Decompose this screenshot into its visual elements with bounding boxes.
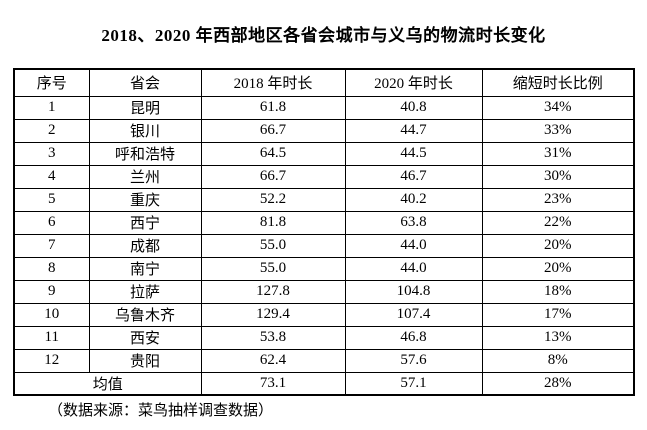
cell-index: 5 bbox=[13, 187, 90, 212]
cell-index: 12 bbox=[13, 348, 90, 373]
cell-capital: 拉萨 bbox=[88, 279, 202, 304]
table-row: 6 西宁 81.8 63.8 22% bbox=[13, 210, 635, 235]
cell-index: 9 bbox=[13, 279, 90, 304]
cell-capital: 重庆 bbox=[88, 187, 202, 212]
cell-2020-duration: 44.0 bbox=[344, 233, 483, 258]
cell-index: 8 bbox=[13, 256, 90, 281]
cell-capital: 银川 bbox=[88, 118, 202, 143]
cell-reduction-ratio: 31% bbox=[481, 141, 635, 166]
column-header-reduction-ratio: 缩短时长比例 bbox=[481, 68, 635, 97]
cell-reduction-ratio: 30% bbox=[481, 164, 635, 189]
cell-average-2020-duration: 57.1 bbox=[344, 371, 483, 396]
cell-average-label: 均值 bbox=[13, 371, 202, 396]
cell-2020-duration: 46.7 bbox=[344, 164, 483, 189]
table-row: 9 拉萨 127.8 104.8 18% bbox=[13, 279, 635, 304]
cell-2018-duration: 129.4 bbox=[200, 302, 346, 327]
table-row: 3 呼和浩特 64.5 44.5 31% bbox=[13, 141, 635, 166]
cell-reduction-ratio: 22% bbox=[481, 210, 635, 235]
table-row: 1 昆明 61.8 40.8 34% bbox=[13, 95, 635, 120]
cell-2020-duration: 57.6 bbox=[344, 348, 483, 373]
cell-capital: 西安 bbox=[88, 325, 202, 350]
cell-index: 4 bbox=[13, 164, 90, 189]
cell-2018-duration: 81.8 bbox=[200, 210, 346, 235]
cell-index: 11 bbox=[13, 325, 90, 350]
cell-2020-duration: 107.4 bbox=[344, 302, 483, 327]
cell-capital: 南宁 bbox=[88, 256, 202, 281]
cell-2018-duration: 62.4 bbox=[200, 348, 346, 373]
cell-index: 10 bbox=[13, 302, 90, 327]
cell-reduction-ratio: 33% bbox=[481, 118, 635, 143]
cell-2018-duration: 61.8 bbox=[200, 95, 346, 120]
table-row: 10 乌鲁木齐 129.4 107.4 17% bbox=[13, 302, 635, 327]
cell-reduction-ratio: 34% bbox=[481, 95, 635, 120]
cell-2020-duration: 46.8 bbox=[344, 325, 483, 350]
cell-reduction-ratio: 8% bbox=[481, 348, 635, 373]
table-row: 12 贵阳 62.4 57.6 8% bbox=[13, 348, 635, 373]
cell-2018-duration: 53.8 bbox=[200, 325, 346, 350]
table-row: 4 兰州 66.7 46.7 30% bbox=[13, 164, 635, 189]
cell-capital: 成都 bbox=[88, 233, 202, 258]
cell-reduction-ratio: 17% bbox=[481, 302, 635, 327]
cell-reduction-ratio: 23% bbox=[481, 187, 635, 212]
cell-capital: 兰州 bbox=[88, 164, 202, 189]
cell-capital: 呼和浩特 bbox=[88, 141, 202, 166]
cell-index: 1 bbox=[13, 95, 90, 120]
cell-2018-duration: 55.0 bbox=[200, 256, 346, 281]
cell-capital: 西宁 bbox=[88, 210, 202, 235]
logistics-duration-table: 序号 省会 2018 年时长 2020 年时长 缩短时长比例 1 昆明 61.8… bbox=[13, 68, 635, 396]
cell-2018-duration: 52.2 bbox=[200, 187, 346, 212]
table-row: 11 西安 53.8 46.8 13% bbox=[13, 325, 635, 350]
column-header-2018-duration: 2018 年时长 bbox=[200, 68, 346, 97]
cell-2018-duration: 66.7 bbox=[200, 164, 346, 189]
cell-index: 6 bbox=[13, 210, 90, 235]
table-row: 8 南宁 55.0 44.0 20% bbox=[13, 256, 635, 281]
cell-average-2018-duration: 73.1 bbox=[200, 371, 346, 396]
cell-2020-duration: 40.8 bbox=[344, 95, 483, 120]
cell-reduction-ratio: 20% bbox=[481, 256, 635, 281]
cell-reduction-ratio: 18% bbox=[481, 279, 635, 304]
cell-2018-duration: 127.8 bbox=[200, 279, 346, 304]
cell-2020-duration: 44.7 bbox=[344, 118, 483, 143]
cell-capital: 贵阳 bbox=[88, 348, 202, 373]
cell-2018-duration: 66.7 bbox=[200, 118, 346, 143]
cell-2018-duration: 55.0 bbox=[200, 233, 346, 258]
cell-average-reduction-ratio: 28% bbox=[481, 371, 635, 396]
table-row: 2 银川 66.7 44.7 33% bbox=[13, 118, 635, 143]
cell-index: 3 bbox=[13, 141, 90, 166]
column-header-index: 序号 bbox=[13, 68, 90, 97]
cell-2020-duration: 40.2 bbox=[344, 187, 483, 212]
cell-2018-duration: 64.5 bbox=[200, 141, 346, 166]
column-header-2020-duration: 2020 年时长 bbox=[344, 68, 483, 97]
cell-reduction-ratio: 13% bbox=[481, 325, 635, 350]
average-row: 均值 73.1 57.1 28% bbox=[13, 371, 635, 396]
page-title: 2018、2020 年西部地区各省会城市与义乌的物流时长变化 bbox=[101, 26, 546, 45]
data-source-note: （数据来源：菜鸟抽样调查数据） bbox=[48, 403, 274, 419]
cell-reduction-ratio: 20% bbox=[481, 233, 635, 258]
table-row: 5 重庆 52.2 40.2 23% bbox=[13, 187, 635, 212]
header-row: 序号 省会 2018 年时长 2020 年时长 缩短时长比例 bbox=[13, 68, 635, 97]
table-row: 7 成都 55.0 44.0 20% bbox=[13, 233, 635, 258]
cell-2020-duration: 63.8 bbox=[344, 210, 483, 235]
cell-capital: 昆明 bbox=[88, 95, 202, 120]
cell-2020-duration: 44.5 bbox=[344, 141, 483, 166]
cell-index: 2 bbox=[13, 118, 90, 143]
cell-capital: 乌鲁木齐 bbox=[88, 302, 202, 327]
cell-2020-duration: 44.0 bbox=[344, 256, 483, 281]
column-header-capital: 省会 bbox=[88, 68, 202, 97]
cell-index: 7 bbox=[13, 233, 90, 258]
cell-2020-duration: 104.8 bbox=[344, 279, 483, 304]
